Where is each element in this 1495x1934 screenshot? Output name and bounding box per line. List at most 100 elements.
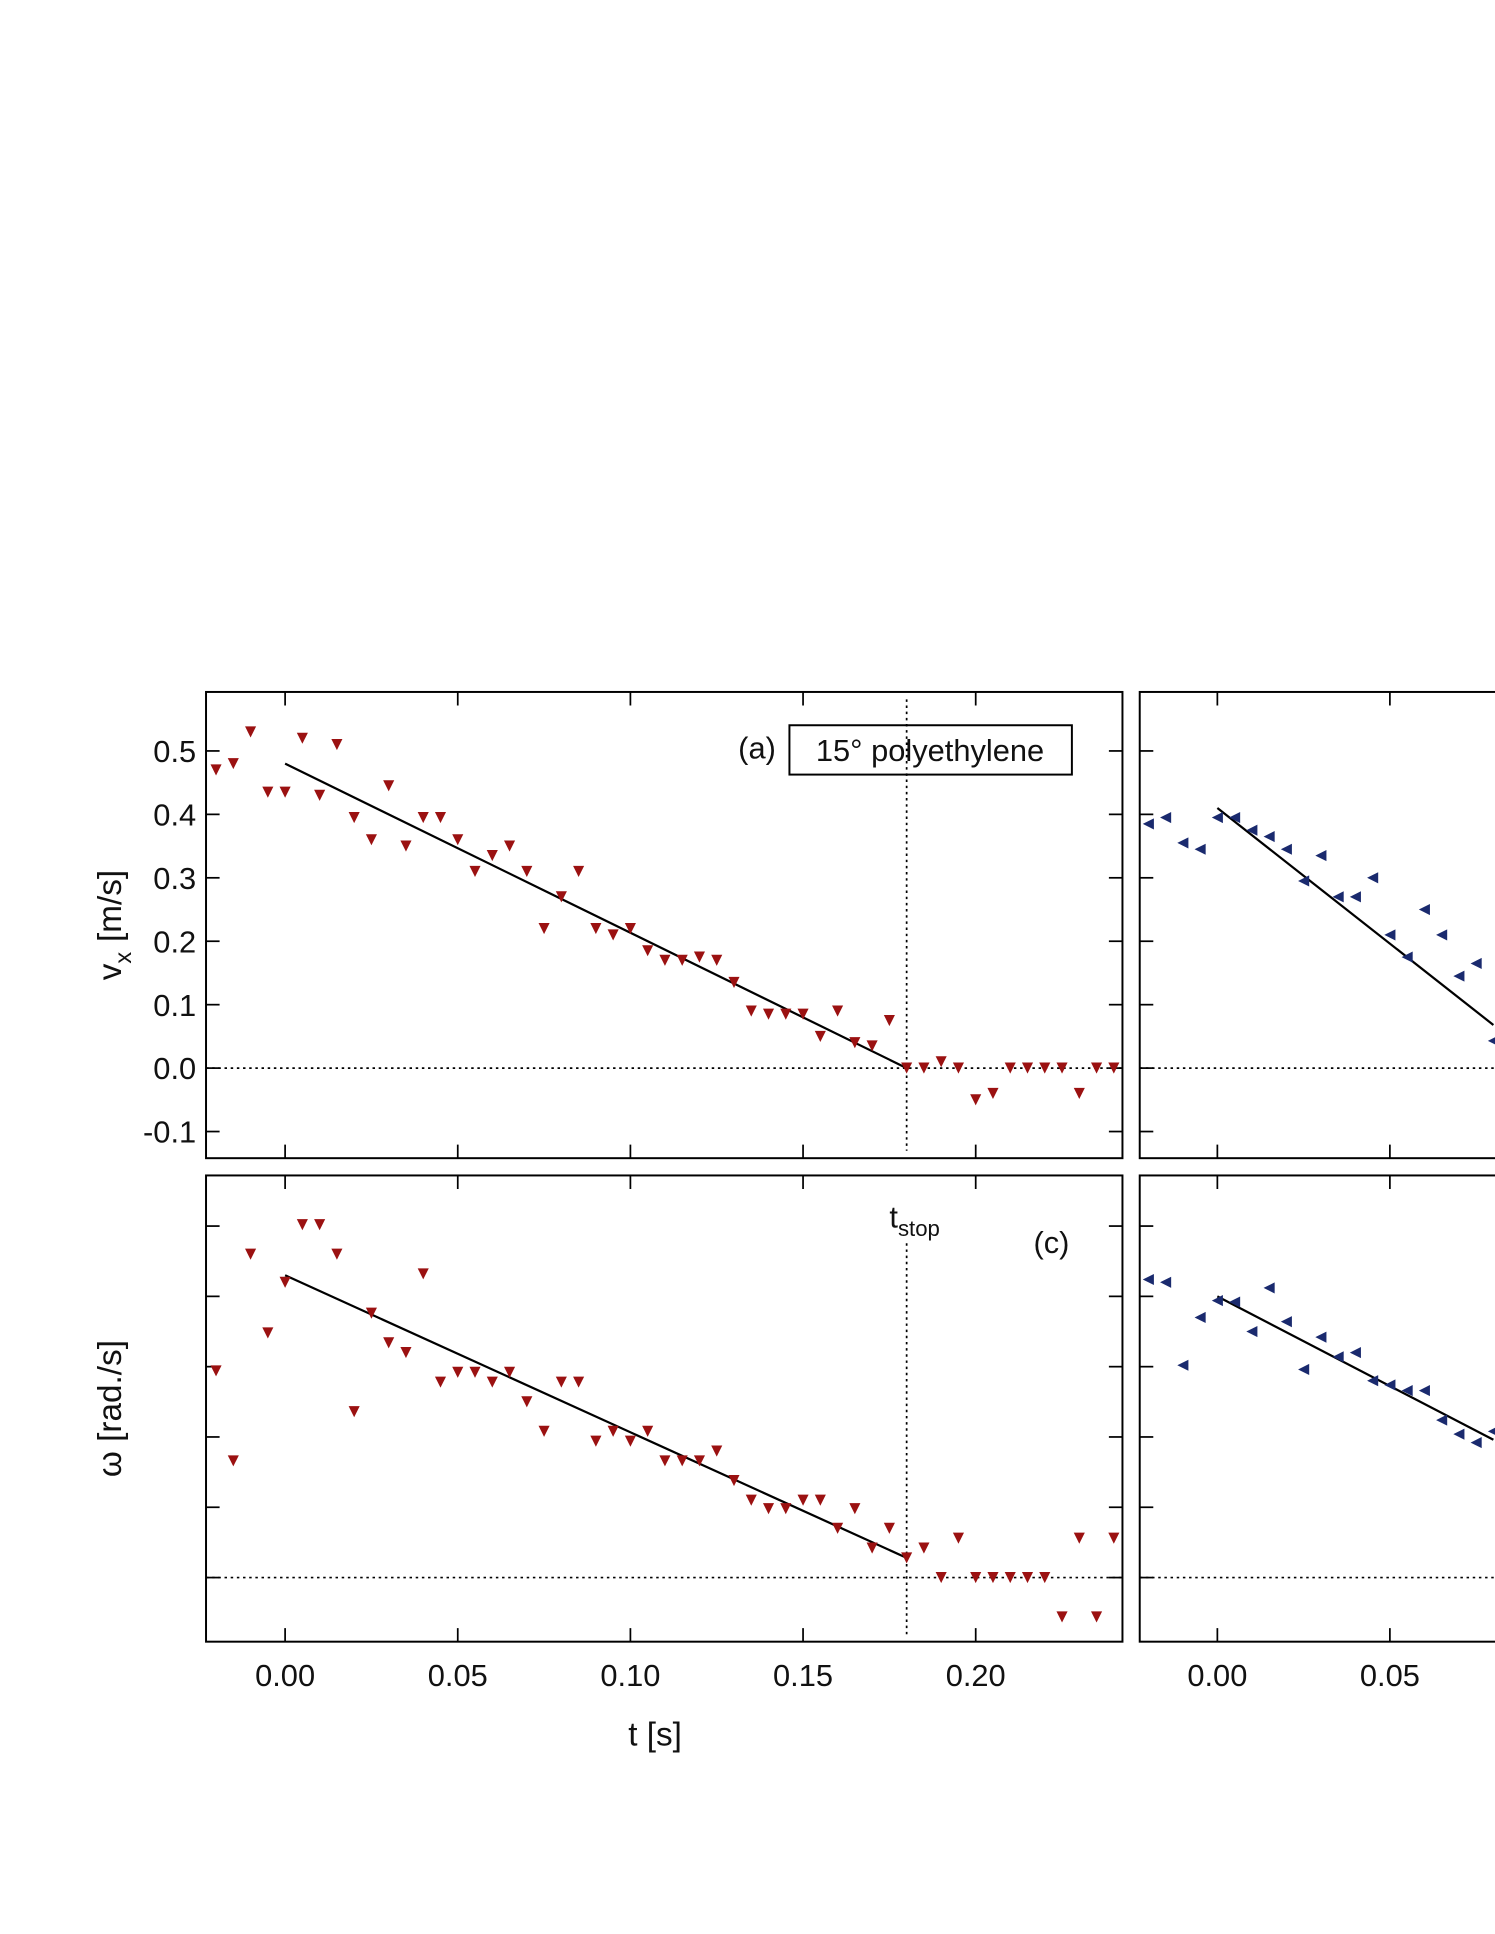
data-point bbox=[296, 1219, 308, 1231]
plot-frame bbox=[205, 690, 1124, 1160]
data-point bbox=[245, 1248, 257, 1260]
fit-line bbox=[1216, 807, 1495, 1026]
data-point bbox=[590, 923, 602, 935]
data-point bbox=[693, 1455, 706, 1467]
data-point bbox=[1246, 824, 1258, 836]
data-point bbox=[331, 739, 343, 751]
data-point bbox=[607, 929, 619, 941]
plot-frame bbox=[205, 1174, 1124, 1643]
data-point bbox=[762, 1503, 775, 1515]
data-point bbox=[814, 1494, 826, 1506]
data-point bbox=[590, 1435, 602, 1447]
data-point bbox=[659, 1455, 671, 1467]
data-point bbox=[624, 1435, 636, 1447]
data-point bbox=[417, 1268, 429, 1280]
x-axis-label: t [s] bbox=[628, 1716, 682, 1753]
x-tick-label: 0.20 bbox=[946, 1658, 1006, 1693]
y-tick-label: -0.1 bbox=[143, 1115, 196, 1150]
data-point bbox=[676, 1455, 688, 1467]
data-point bbox=[1039, 1062, 1051, 1074]
data-point bbox=[1073, 1087, 1085, 1100]
data-point bbox=[1108, 1532, 1120, 1544]
data-point bbox=[314, 789, 326, 801]
data-point bbox=[797, 1494, 809, 1506]
panel-label: (a) bbox=[738, 731, 776, 766]
data-point bbox=[901, 1552, 913, 1564]
data-point bbox=[1229, 811, 1241, 824]
data-point bbox=[624, 923, 636, 935]
data-point bbox=[1229, 1296, 1241, 1308]
data-point bbox=[1384, 929, 1396, 941]
data-point bbox=[762, 1008, 775, 1020]
data-point bbox=[503, 840, 516, 852]
fit-line bbox=[1216, 1295, 1494, 1441]
data-point bbox=[1332, 1351, 1344, 1363]
data-point bbox=[538, 1425, 550, 1437]
data-point bbox=[849, 1503, 861, 1515]
data-point bbox=[348, 1406, 360, 1418]
data-point bbox=[296, 732, 308, 744]
data-point bbox=[279, 786, 291, 798]
data-point bbox=[1021, 1062, 1034, 1074]
data-point bbox=[365, 1307, 377, 1319]
data-point bbox=[901, 1062, 913, 1074]
data-point bbox=[1160, 811, 1172, 824]
data-point bbox=[210, 1365, 222, 1377]
data-point bbox=[1091, 1611, 1103, 1623]
data-point bbox=[486, 850, 498, 862]
data-point bbox=[1367, 1375, 1379, 1387]
fit-line bbox=[284, 1274, 908, 1559]
data-point bbox=[1142, 818, 1154, 830]
x-tick-label: 0.00 bbox=[255, 1658, 315, 1693]
panel-label: (c) bbox=[1033, 1225, 1069, 1260]
data-point bbox=[1487, 1427, 1495, 1435]
x-tick-label: 0.05 bbox=[1360, 1658, 1420, 1693]
data-point bbox=[262, 786, 274, 798]
data-point bbox=[883, 1522, 895, 1534]
y-label-sub: x bbox=[110, 952, 136, 964]
data-point bbox=[987, 1087, 999, 1100]
data-point bbox=[348, 811, 360, 824]
data-point bbox=[1401, 1385, 1413, 1397]
data-point bbox=[573, 1376, 585, 1388]
data-point bbox=[383, 780, 395, 792]
data-point bbox=[538, 923, 550, 935]
data-point bbox=[780, 1503, 792, 1515]
y-tick-label: 0.2 bbox=[153, 924, 196, 959]
data-point bbox=[452, 1366, 464, 1378]
data-point bbox=[573, 865, 585, 878]
data-point bbox=[832, 1005, 844, 1017]
data-point bbox=[1194, 1311, 1206, 1324]
data-point bbox=[849, 1037, 861, 1049]
data-point bbox=[814, 1030, 826, 1042]
data-point bbox=[1298, 875, 1310, 887]
x-tick-label: 0.15 bbox=[773, 1658, 833, 1693]
data-point bbox=[711, 1445, 723, 1457]
tstop-sub: stop bbox=[898, 1216, 940, 1241]
y-tick-label: 0.1 bbox=[153, 988, 196, 1023]
data-point bbox=[227, 1455, 239, 1467]
data-point bbox=[745, 1494, 757, 1506]
data-point bbox=[469, 865, 481, 878]
data-point bbox=[797, 1008, 809, 1020]
data-point bbox=[1384, 1379, 1396, 1391]
data-point bbox=[970, 1094, 982, 1106]
x-tick-label: 0.05 bbox=[428, 1658, 488, 1693]
data-point bbox=[486, 1376, 498, 1388]
data-point bbox=[642, 1425, 654, 1437]
data-point bbox=[866, 1542, 878, 1554]
data-point bbox=[1091, 1062, 1103, 1074]
data-point bbox=[935, 1572, 947, 1584]
data-point bbox=[279, 1276, 291, 1288]
data-point bbox=[331, 1248, 343, 1260]
y-tick-label: 0.4 bbox=[153, 797, 196, 832]
data-point bbox=[728, 1475, 740, 1487]
data-point bbox=[1418, 903, 1430, 916]
data-point bbox=[434, 811, 447, 824]
data-point bbox=[1315, 1331, 1327, 1343]
data-point bbox=[262, 1327, 274, 1339]
data-point bbox=[1315, 850, 1327, 862]
data-point bbox=[728, 976, 740, 989]
data-point bbox=[555, 1376, 567, 1388]
